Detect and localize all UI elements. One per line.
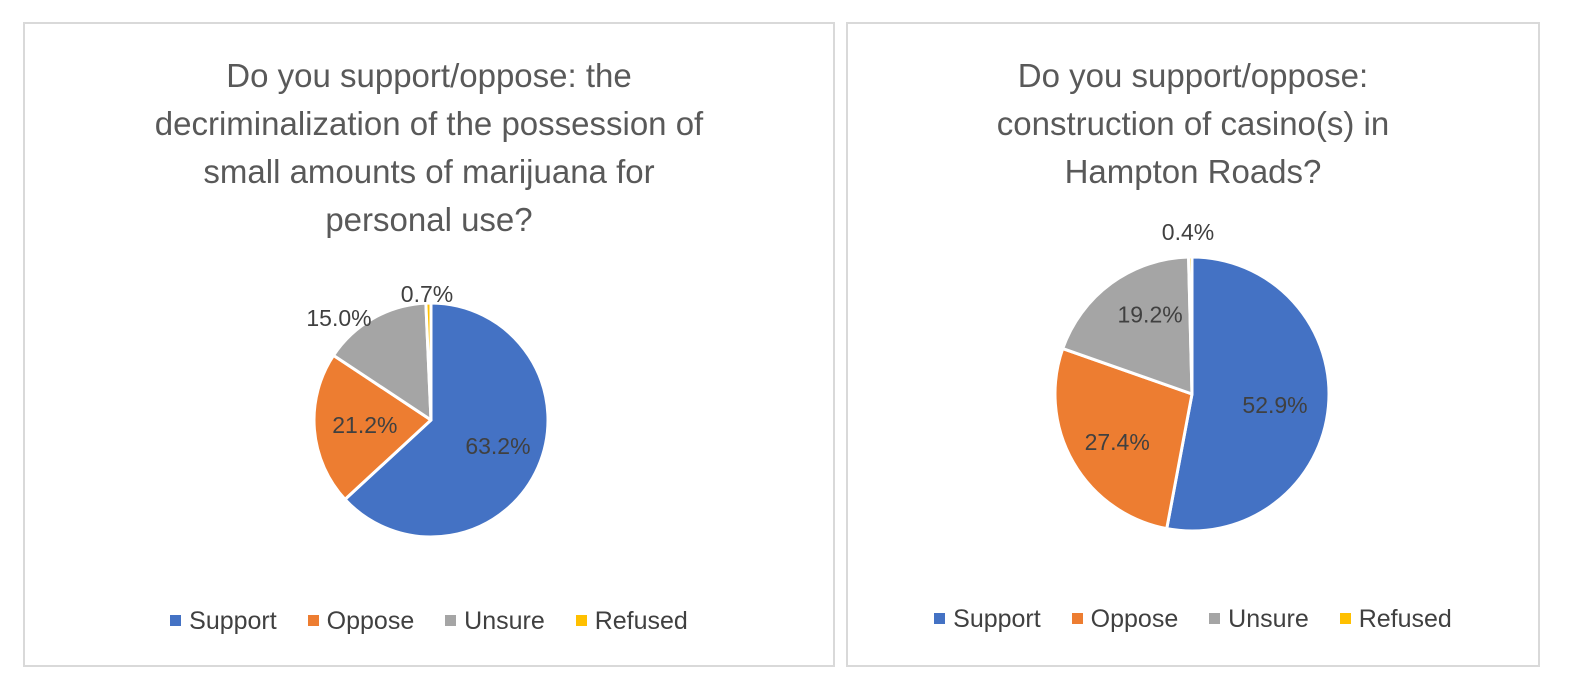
data-label: 52.9% <box>1242 392 1307 418</box>
data-label: 15.0% <box>306 305 371 331</box>
legend-item-refused: Refused <box>1339 605 1452 634</box>
legend-swatch <box>445 614 457 626</box>
chart-title-line: Do you support/oppose: <box>1017 57 1369 94</box>
legend-label: Refused <box>594 607 688 635</box>
legend-label: Support <box>189 607 277 635</box>
legend-item-oppose: Oppose <box>1071 605 1179 634</box>
pie-slice-support <box>343 301 550 539</box>
legend-item-oppose: Oppose <box>307 607 415 636</box>
legend-item-unsure: Unsure <box>1209 605 1309 634</box>
chart-title-line: Hampton Roads? <box>1064 153 1322 190</box>
pie-chart: 52.9% 27.4% 19.2% 0.4% <box>1053 219 1331 533</box>
chart-legend: Support Oppose Unsure Refused <box>25 607 833 636</box>
data-label: 19.2% <box>1117 301 1182 327</box>
pie-slice-unsure <box>331 301 433 422</box>
chart-legend: Support Oppose Unsure Refused <box>848 605 1538 634</box>
legend-label: Oppose <box>1090 605 1179 633</box>
legend-item-unsure: Unsure <box>445 607 545 636</box>
pie-slice-oppose <box>312 353 433 501</box>
pie-slice-refused <box>424 301 433 422</box>
chart-title-line: personal use? <box>325 201 533 238</box>
legend-label: Unsure <box>1228 605 1309 633</box>
pie-slice-refused <box>1187 255 1194 396</box>
legend-label: Refused <box>1358 605 1452 633</box>
legend-swatch <box>1071 612 1083 624</box>
legend-swatch <box>575 614 587 626</box>
legend-label: Unsure <box>464 607 545 635</box>
data-label: 21.2% <box>332 412 397 438</box>
legend-item-refused: Refused <box>575 607 688 636</box>
data-label: 0.7% <box>401 281 453 307</box>
legend-swatch <box>1209 612 1221 624</box>
chart-title-line: construction of casino(s) in <box>996 105 1390 142</box>
chart-panel-marijuana: Do you support/oppose: the decriminaliza… <box>23 22 835 667</box>
pie-slice-unsure <box>1061 255 1194 396</box>
chart-title-line: decriminalization of the possession of <box>154 105 704 142</box>
chart-title-line: small amounts of marijuana for <box>203 153 655 190</box>
legend-swatch <box>1339 612 1351 624</box>
legend-swatch <box>307 614 319 626</box>
pie-slice-oppose <box>1053 347 1194 531</box>
pie-slice-support <box>1165 255 1331 533</box>
data-label: 27.4% <box>1085 429 1150 455</box>
legend-swatch <box>934 612 946 624</box>
legend-label: Support <box>953 605 1041 633</box>
legend-item-support: Support <box>170 607 277 636</box>
legend-item-support: Support <box>934 605 1041 634</box>
legend-swatch <box>170 614 182 626</box>
legend-label: Oppose <box>326 607 415 635</box>
chart-title: Do you support/oppose: construction of c… <box>848 52 1538 196</box>
pie-chart: 63.2% 21.2% 15.0% 0.7% <box>306 281 550 539</box>
chart-title: Do you support/oppose: the decriminaliza… <box>25 52 833 244</box>
data-label: 63.2% <box>465 433 530 459</box>
chart-title-line: Do you support/oppose: the <box>226 57 632 94</box>
chart-panel-casino: Do you support/oppose: construction of c… <box>846 22 1540 667</box>
data-label: 0.4% <box>1162 219 1214 245</box>
